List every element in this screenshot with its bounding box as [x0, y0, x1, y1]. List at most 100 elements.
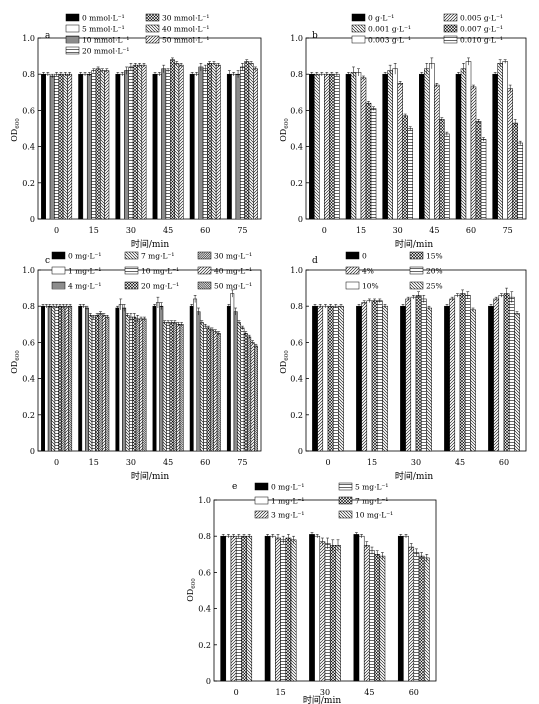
- legend-label: 0.007 g·L⁻¹: [460, 25, 503, 34]
- bar: [424, 68, 430, 220]
- bar: [250, 342, 255, 452]
- legend-label: 30 mmol·L⁻¹: [162, 14, 209, 23]
- legend-swatch: [51, 281, 66, 290]
- bar: [508, 296, 515, 452]
- bar: [419, 73, 425, 220]
- legend-swatch: [197, 281, 212, 290]
- bar: [444, 133, 450, 220]
- bar: [319, 73, 325, 220]
- bar: [507, 88, 513, 220]
- y-tick-label: 0.4: [198, 605, 211, 614]
- legend-swatch: [51, 266, 66, 275]
- y-axis-label: OD600: [279, 350, 290, 374]
- bar: [403, 535, 409, 682]
- bar: [230, 293, 235, 452]
- bar: [312, 305, 318, 452]
- bar: [498, 295, 505, 452]
- bar: [334, 73, 340, 220]
- bar: [387, 70, 393, 220]
- bar: [202, 68, 208, 220]
- bar: [41, 305, 45, 452]
- bar: [449, 298, 456, 452]
- panel-letter: a: [45, 31, 51, 41]
- bar: [105, 316, 110, 452]
- legend-swatch: [338, 496, 353, 505]
- y-tick-label: 0.2: [290, 411, 303, 420]
- x-tick-label: 0: [54, 458, 59, 467]
- x-tick-label: 60: [499, 458, 509, 467]
- legend-label: 20%: [426, 267, 443, 276]
- legend-label: 4 mg·L⁻¹: [68, 282, 101, 291]
- x-axis-label: 时间/min: [395, 470, 433, 482]
- bar: [115, 307, 120, 452]
- plot-frame: [305, 37, 527, 220]
- legend-swatch: [65, 46, 80, 55]
- legend-label: 10%: [362, 282, 379, 291]
- legend-label: 4%: [362, 267, 374, 276]
- x-tick-label: 30: [411, 458, 421, 467]
- bar: [410, 296, 417, 452]
- legend-label: 10 mg·L⁻¹: [141, 267, 179, 276]
- x-tick-label: 45: [455, 458, 465, 467]
- bar: [135, 318, 140, 452]
- bar: [178, 64, 184, 220]
- legend-label: 25%: [426, 282, 443, 291]
- bar: [470, 309, 476, 452]
- legend-swatch: [443, 13, 458, 22]
- bar: [309, 73, 315, 220]
- legend-label: 0 mg·L⁻¹: [271, 483, 304, 492]
- bar: [213, 331, 218, 452]
- bar: [512, 122, 518, 220]
- bar: [360, 77, 367, 220]
- bar: [285, 537, 292, 682]
- bar: [420, 298, 427, 452]
- panel-c-chart: 0 0.2 0.4 0.6 0.8 1.0 0 15 30 45 60 75 时间/min OD600 c 0…: [10, 251, 262, 482]
- bar: [85, 307, 89, 452]
- bar: [62, 73, 68, 220]
- bar: [41, 73, 46, 220]
- bar: [248, 63, 254, 220]
- legend-swatch: [345, 281, 360, 290]
- bar: [244, 61, 250, 220]
- legend-swatch: [65, 13, 80, 22]
- y-axis-label: OD600: [186, 578, 197, 602]
- bar: [269, 535, 276, 682]
- bar: [78, 305, 83, 452]
- y-tick-label: 0: [30, 215, 35, 224]
- bar: [137, 64, 143, 220]
- bar: [502, 61, 508, 220]
- bar: [152, 305, 157, 452]
- bar: [196, 311, 201, 452]
- legend-swatch: [254, 496, 269, 505]
- bar: [118, 304, 123, 452]
- legend-label: 7 mg·L⁻¹: [355, 497, 388, 506]
- bar: [434, 84, 440, 220]
- bar: [159, 305, 164, 452]
- legend-swatch: [351, 24, 366, 33]
- bar: [81, 305, 86, 452]
- legend-swatch: [124, 266, 139, 275]
- bar: [363, 545, 370, 682]
- legend-swatch: [197, 251, 212, 260]
- bar: [95, 315, 100, 452]
- x-axis-label: 时间/min: [131, 238, 169, 250]
- bar: [95, 68, 101, 220]
- bar: [405, 298, 412, 452]
- legend-swatch: [345, 251, 360, 260]
- legend-label: 0.005 g·L⁻¹: [460, 14, 503, 23]
- legend-label: 40 mmol·L⁻¹: [162, 25, 209, 34]
- legend-swatch: [51, 251, 66, 260]
- legend-swatch: [409, 266, 424, 275]
- legend-label: 15%: [426, 252, 443, 261]
- bar: [492, 73, 498, 220]
- x-tick-label: 15: [367, 458, 377, 467]
- y-tick-label: 0.8: [198, 532, 211, 541]
- bar: [68, 305, 73, 452]
- legend-label: 0.010 g·L⁻¹: [460, 36, 503, 45]
- bar: [314, 535, 321, 682]
- x-tick-label: 60: [409, 688, 419, 697]
- x-tick-label: 75: [237, 226, 247, 235]
- bar: [374, 554, 381, 682]
- bar: [54, 73, 60, 220]
- panel-letter: b: [312, 31, 318, 41]
